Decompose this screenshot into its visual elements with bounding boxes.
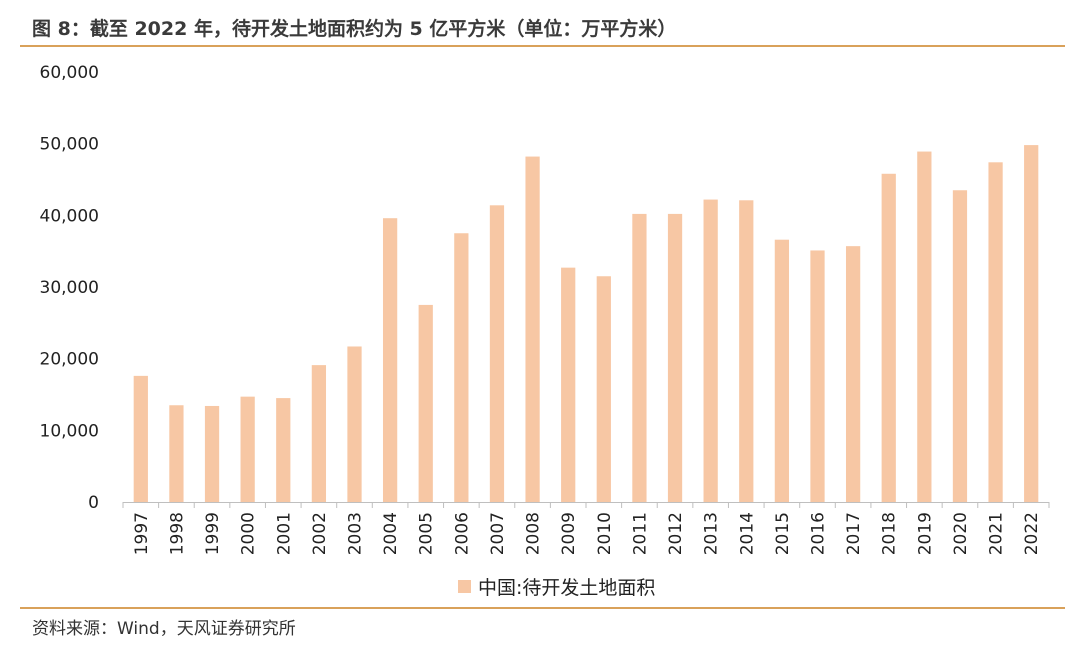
source-note: 资料来源：Wind，天风证券研究所 (32, 619, 296, 639)
bar (810, 250, 825, 502)
x-tick-label: 2000 (239, 512, 259, 555)
bar (311, 365, 327, 502)
bar (418, 304, 433, 502)
bar (739, 200, 754, 503)
x-axis-ticks: 1997 1998 1999 2000 2001 2002 2003 2004 2005 2006… (132, 512, 1042, 555)
bar (632, 213, 647, 502)
x-tick-label: 1997 (132, 512, 152, 555)
legend-label: 中国:待开发土地面积 (478, 577, 655, 599)
x-tick-label: 2001 (274, 512, 294, 555)
x-tick-label: 1999 (203, 512, 223, 555)
bar (382, 218, 398, 502)
bar (881, 173, 896, 502)
x-tick-label: 2011 (630, 512, 650, 555)
bars (133, 145, 1039, 503)
bar (952, 190, 968, 502)
x-tick-label: 2018 (880, 512, 900, 555)
bar (596, 276, 611, 502)
x-tick-label: 2006 (452, 512, 472, 555)
y-tick-label: 20,000 (40, 350, 99, 370)
bar (917, 151, 932, 503)
y-tick-label: 30,000 (40, 278, 99, 298)
x-tick-label: 2005 (417, 512, 437, 555)
bar (454, 233, 469, 502)
bar (1024, 145, 1039, 502)
bar (703, 199, 718, 503)
top-divider (20, 45, 1065, 47)
x-tick-label: 2020 (951, 512, 971, 555)
x-tick-label: 2019 (915, 512, 935, 555)
x-tick-label: 2021 (987, 512, 1007, 555)
x-tick-label: 2017 (844, 512, 864, 555)
x-tick-label: 1998 (167, 512, 187, 555)
bar (133, 375, 148, 502)
bar-chart: 0 10,000 20,000 30,000 40,000 50,000 60,000 19… (40, 63, 1050, 599)
bar (667, 213, 683, 502)
y-tick-label: 50,000 (40, 135, 99, 155)
figure-title: 图 8：截至 2022 年，待开发土地面积约为 5 亿平方米（单位：万平方米） (32, 18, 677, 40)
bar (204, 405, 220, 502)
x-tick-label: 2014 (737, 512, 757, 555)
bottom-divider (20, 607, 1065, 609)
legend: 中国:待开发土地面积 (458, 577, 655, 599)
bar (525, 156, 540, 503)
bar (240, 396, 255, 502)
x-tick-label: 2010 (595, 512, 615, 555)
x-tick-label: 2009 (559, 512, 579, 555)
x-tick-label: 2022 (1022, 512, 1042, 555)
y-tick-label: 60,000 (40, 63, 99, 83)
y-tick-label: 40,000 (40, 206, 99, 226)
x-tick-label: 2004 (381, 512, 401, 555)
bar (561, 267, 576, 502)
x-tick-label: 2002 (310, 512, 330, 555)
y-axis-ticks: 0 10,000 20,000 30,000 40,000 50,000 60,000 (40, 63, 99, 513)
x-tick-label: 2012 (666, 512, 686, 555)
x-tick-label: 2016 (809, 512, 829, 555)
bar (276, 398, 291, 502)
bar (774, 239, 790, 502)
x-tick-label: 2013 (702, 512, 722, 555)
legend-swatch (458, 580, 471, 593)
x-tick-label: 2007 (488, 512, 508, 555)
bar (845, 246, 861, 502)
bar (169, 405, 184, 502)
y-tick-label: 0 (88, 493, 99, 513)
y-tick-label: 10,000 (40, 421, 99, 441)
bar (489, 205, 505, 503)
x-tick-label: 2008 (524, 512, 544, 555)
x-axis-tick-marks (122, 502, 1050, 508)
x-tick-label: 2003 (346, 512, 366, 555)
bar (347, 346, 362, 502)
x-tick-label: 2015 (773, 512, 793, 555)
bar (988, 162, 1003, 503)
